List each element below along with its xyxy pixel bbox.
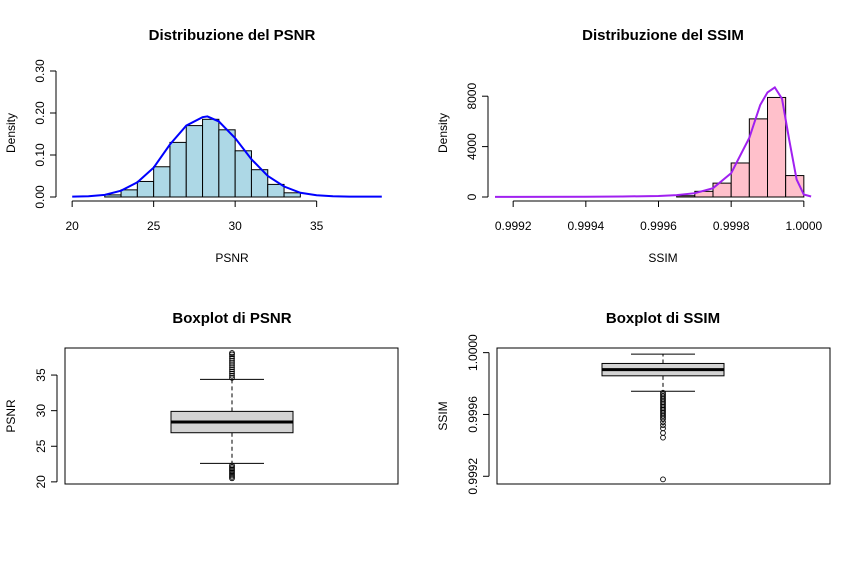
ssim-hist-x-tick-label-3: 0.9998 — [713, 219, 750, 233]
ssim-histogram-panel: Distribuzione del SSIM SSIM Density 0.99… — [436, 27, 823, 265]
ssim-box-y-tick-label-0: 0.9992 — [466, 458, 480, 495]
ssim-hist-bar-5 — [767, 96, 787, 198]
ssim-hist-y-tick-label-1: 4000 — [465, 133, 479, 160]
ssim-box-outlier-low-17 — [660, 416, 666, 422]
psnr-hist-title: Distribuzione del PSNR — [149, 27, 316, 44]
psnr-box-outlier-high-10 — [229, 353, 235, 360]
ssim-density-curve — [495, 85, 812, 198]
psnr-box-outlier-high-12 — [229, 350, 235, 356]
ssim-hist-x-tick-label-1: 0.9994 — [567, 219, 604, 233]
psnr-box-outlier-low-9 — [229, 475, 235, 482]
psnr-box-title: Boxplot di PSNR — [172, 310, 291, 327]
ssim-box-y-tick-label-1: 0.9996 — [466, 396, 480, 433]
psnr-box-outlier-high-5 — [229, 364, 235, 371]
ssim-box-y-axis: 0.9992 0.9996 1.0000 — [466, 334, 490, 495]
psnr-density-curve — [72, 115, 382, 198]
psnr-hist-y-axis: 0.00 0.10 0.20 0.30 — [33, 59, 57, 209]
psnr-hist-x-axis: 20 25 30 35 — [65, 200, 324, 233]
ssim-hist-x-tick-label-0: 0.9992 — [495, 219, 532, 233]
psnr-histogram-panel: Distribuzione del PSNR PSNR Density 20 25… — [4, 27, 382, 265]
ssim-hist-bar-6 — [785, 175, 805, 198]
ssim-hist-y-tick-label-0: 0 — [465, 193, 479, 200]
ssim-box-outlier-low-22 — [660, 434, 666, 441]
psnr-hist-bars — [104, 118, 301, 198]
ssim-box-ylabel: SSIM — [436, 401, 450, 430]
psnr-hist-y-tick-label-3: 0.30 — [33, 59, 47, 83]
ssim-hist-y-axis: 0 4000 8000 — [465, 83, 489, 200]
psnr-hist-y-tick-label-0: 0.00 — [33, 185, 47, 209]
psnr-hist-x-tick-label-0: 20 — [65, 219, 79, 233]
psnr-hist-xlabel: PSNR — [215, 251, 249, 265]
psnr-hist-x-tick-label-3: 35 — [310, 219, 324, 233]
psnr-box-outlier-high-6 — [229, 362, 235, 368]
ssim-box-frame — [496, 347, 831, 485]
psnr-hist-bar-3 — [153, 166, 171, 198]
psnr-box-outlier-high-1 — [229, 372, 235, 379]
ssim-hist-bars — [676, 96, 805, 198]
psnr-hist-bar-6 — [202, 118, 220, 198]
psnr-hist-y-tick-label-2: 0.20 — [33, 101, 47, 125]
ssim-hist-xlabel: SSIM — [648, 251, 677, 265]
psnr-box-outlier-high-7 — [229, 360, 235, 366]
psnr-hist-bar-11 — [283, 192, 301, 198]
psnr-hist-bar-2 — [136, 180, 155, 198]
psnr-box-outlier-high-8 — [229, 357, 235, 364]
ssim-box-plot — [601, 353, 725, 483]
psnr-hist-ylabel: Density — [4, 113, 18, 153]
ssim-hist-y-tick-label-2: 8000 — [465, 83, 479, 110]
ssim-hist-x-axis: 0.9992 0.9994 0.9996 0.9998 1.0000 — [495, 200, 823, 233]
psnr-box-ylabel: PSNR — [4, 399, 18, 433]
ssim-hist-x-tick-label-2: 0.9996 — [640, 219, 677, 233]
ssim-box-outlier-low-21 — [660, 430, 666, 436]
psnr-hist-y-tick-label-1: 0.10 — [33, 143, 47, 167]
psnr-hist-x-tick-label-1: 25 — [147, 219, 161, 233]
psnr-box-y-tick-label-2: 30 — [34, 404, 48, 418]
psnr-hist-bar-7 — [218, 129, 236, 198]
psnr-box-y-tick-label-1: 25 — [34, 439, 48, 453]
ssim-hist-bar-0 — [676, 195, 696, 198]
psnr-hist-bar-9 — [250, 169, 269, 198]
psnr-box-y-tick-label-3: 35 — [34, 368, 48, 382]
psnr-hist-bar-4 — [169, 141, 187, 198]
psnr-hist-bar-10 — [267, 183, 285, 198]
ssim-box-outlier-low-23 — [660, 476, 666, 483]
psnr-box-y-tick-label-0: 20 — [34, 475, 48, 489]
psnr-boxplot-panel: Boxplot di PSNR PSNR 20 25 30 35 — [4, 310, 399, 489]
psnr-box-outlier-high-3 — [229, 368, 235, 375]
ssim-box-y-tick-label-2: 1.0000 — [466, 334, 480, 371]
ssim-box-outlier-low-20 — [660, 425, 666, 432]
psnr-hist-bar-5 — [185, 125, 204, 198]
psnr-hist-bar-1 — [120, 189, 138, 198]
psnr-box-outlier-high-2 — [229, 370, 235, 377]
ssim-box-title: Boxplot di SSIM — [606, 310, 720, 327]
ssim-box-outlier-low-18 — [660, 419, 666, 426]
psnr-box-outlier-high-4 — [229, 366, 235, 373]
psnr-box-frame — [64, 347, 399, 485]
ssim-hist-ylabel: Density — [436, 113, 450, 153]
ssim-hist-x-tick-label-4: 1.0000 — [785, 219, 822, 233]
psnr-hist-x-tick-label-2: 30 — [228, 219, 242, 233]
psnr-box-outlier-high-9 — [229, 355, 235, 362]
psnr-box-plot — [170, 350, 294, 482]
ssim-box-outlier-low-19 — [660, 422, 666, 429]
ssim-hist-title: Distribuzione del SSIM — [582, 27, 744, 44]
psnr-box-outlier-high-0 — [229, 375, 235, 381]
ssim-boxplot-panel: Boxplot di SSIM SSIM 0.9992 0.9996 1.0000 — [436, 310, 831, 495]
psnr-box-y-axis: 20 25 30 35 — [34, 368, 58, 489]
ssim-box-outlier-low-15 — [660, 413, 666, 419]
